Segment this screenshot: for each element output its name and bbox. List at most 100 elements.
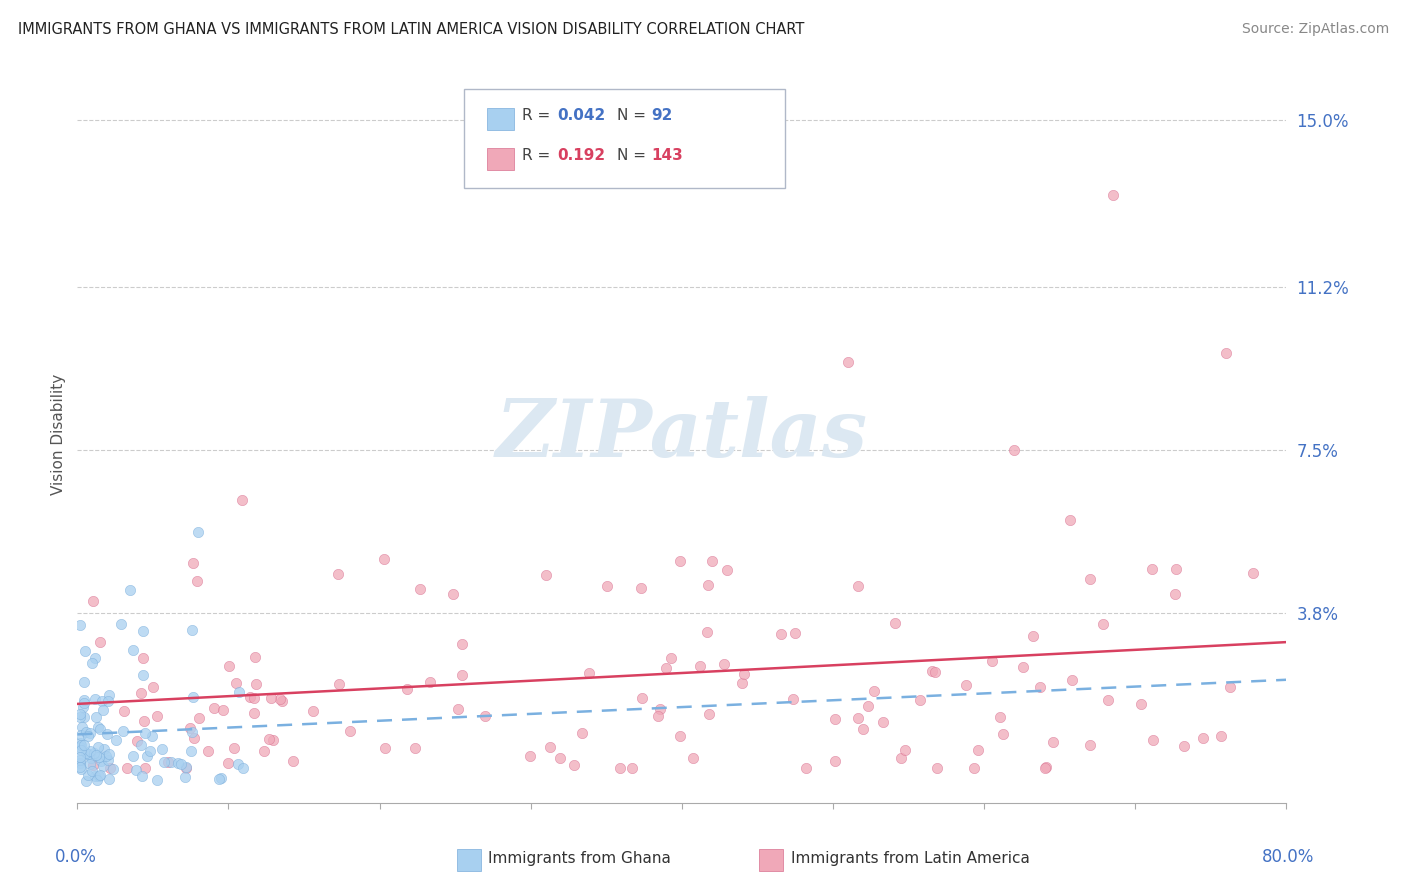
Point: [79, 725, 101, 739]
Point: [548, 751, 571, 765]
Point: [218, 658, 240, 673]
Point: [150, 742, 173, 756]
Point: [69, 736, 91, 750]
Point: [1142, 733, 1164, 747]
Point: [848, 711, 870, 725]
Text: ZIPatlas: ZIPatlas: [496, 396, 868, 474]
FancyBboxPatch shape: [488, 108, 513, 130]
Point: [69, 743, 91, 757]
Point: [596, 579, 619, 593]
Point: [967, 743, 990, 757]
Point: [925, 760, 948, 774]
Point: [180, 744, 202, 758]
FancyBboxPatch shape: [759, 849, 783, 871]
Point: [181, 690, 204, 705]
Point: [883, 616, 905, 631]
Point: [75, 773, 97, 788]
Point: [180, 724, 202, 739]
Text: 143: 143: [652, 148, 683, 163]
Text: Immigrants from Latin America: Immigrants from Latin America: [790, 851, 1029, 866]
Point: [519, 748, 541, 763]
Point: [70, 728, 93, 742]
Point: [180, 623, 202, 637]
Point: [730, 676, 752, 690]
Point: [125, 764, 148, 778]
Point: [118, 583, 141, 598]
Point: [91, 694, 114, 708]
Point: [69, 707, 91, 722]
Point: [69, 756, 91, 770]
Point: [76, 730, 98, 744]
Point: [69, 618, 91, 632]
Point: [654, 661, 676, 675]
Point: [1219, 680, 1241, 694]
Point: [962, 760, 984, 774]
Point: [93, 741, 115, 756]
Point: [242, 691, 264, 706]
Point: [669, 729, 692, 743]
Point: [98, 689, 121, 703]
Point: [186, 574, 208, 588]
Point: [1033, 760, 1056, 774]
Point: [243, 649, 266, 664]
Point: [659, 651, 682, 665]
Point: [908, 692, 931, 706]
Point: [131, 769, 153, 783]
Point: [98, 747, 121, 761]
Point: [139, 743, 162, 757]
Point: [852, 722, 875, 736]
Point: [209, 771, 232, 785]
Point: [132, 714, 155, 729]
Text: 0.042: 0.042: [557, 108, 606, 123]
Point: [232, 761, 254, 775]
Point: [89, 768, 111, 782]
Point: [1129, 698, 1152, 712]
Point: [97, 694, 120, 708]
Point: [111, 723, 134, 738]
Point: [862, 683, 884, 698]
Point: [86, 720, 108, 734]
Point: [1166, 561, 1188, 575]
Point: [82, 594, 104, 608]
Point: [86, 772, 108, 787]
Point: [733, 667, 755, 681]
Point: [1080, 738, 1102, 752]
Point: [1004, 443, 1026, 458]
Point: [374, 740, 396, 755]
Point: [450, 637, 472, 651]
Text: IMMIGRANTS FROM GHANA VS IMMIGRANTS FROM LATIN AMERICA VISION DISABILITY CORRELA: IMMIGRANTS FROM GHANA VS IMMIGRANTS FROM…: [18, 22, 804, 37]
Point: [716, 563, 738, 577]
Point: [89, 634, 111, 648]
Point: [339, 724, 361, 739]
Point: [924, 665, 946, 679]
Point: [1059, 513, 1081, 527]
Point: [187, 711, 209, 725]
Point: [1173, 739, 1195, 753]
Point: [1320, 280, 1343, 294]
Point: [1091, 616, 1114, 631]
Point: [90, 754, 112, 768]
Point: [1241, 566, 1264, 580]
Point: [441, 587, 464, 601]
Point: [450, 668, 472, 682]
Point: [981, 654, 1004, 668]
Point: [257, 732, 280, 747]
Point: [134, 726, 156, 740]
Point: [270, 694, 292, 708]
Point: [160, 755, 183, 769]
Point: [105, 733, 128, 747]
Point: [846, 579, 869, 593]
Point: [689, 659, 711, 673]
Point: [238, 690, 260, 704]
Point: [648, 701, 671, 715]
Point: [228, 685, 250, 699]
Point: [538, 740, 561, 755]
Point: [328, 676, 350, 690]
Point: [921, 664, 943, 678]
Point: [419, 675, 441, 690]
Point: [69, 760, 91, 774]
Point: [117, 760, 139, 774]
Point: [83, 692, 105, 706]
Point: [700, 554, 723, 568]
Point: [713, 657, 735, 671]
